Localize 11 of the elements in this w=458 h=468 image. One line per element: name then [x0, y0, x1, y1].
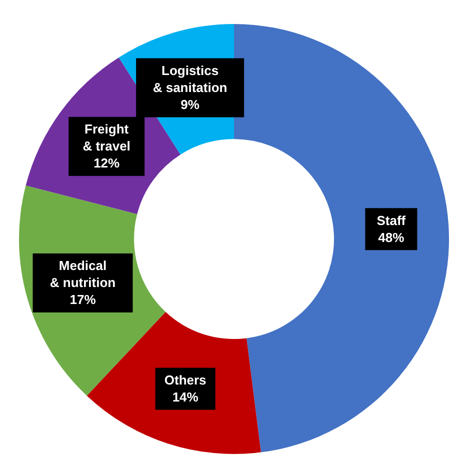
slice-label: Freight & travel	[82, 122, 130, 154]
data-label: 14%	[172, 390, 199, 405]
data-label: 48%	[378, 230, 405, 245]
data-label: 12%	[94, 156, 120, 171]
data-label: 17%	[70, 292, 96, 308]
slice-label: Staff	[376, 212, 406, 228]
data-label: 9%	[180, 97, 200, 112]
slice-label: Medical & nutrition	[50, 258, 116, 290]
slice-label: Others	[164, 372, 206, 388]
donut-slice	[234, 24, 449, 452]
slice-label: Logistics & sanitation	[152, 63, 228, 96]
